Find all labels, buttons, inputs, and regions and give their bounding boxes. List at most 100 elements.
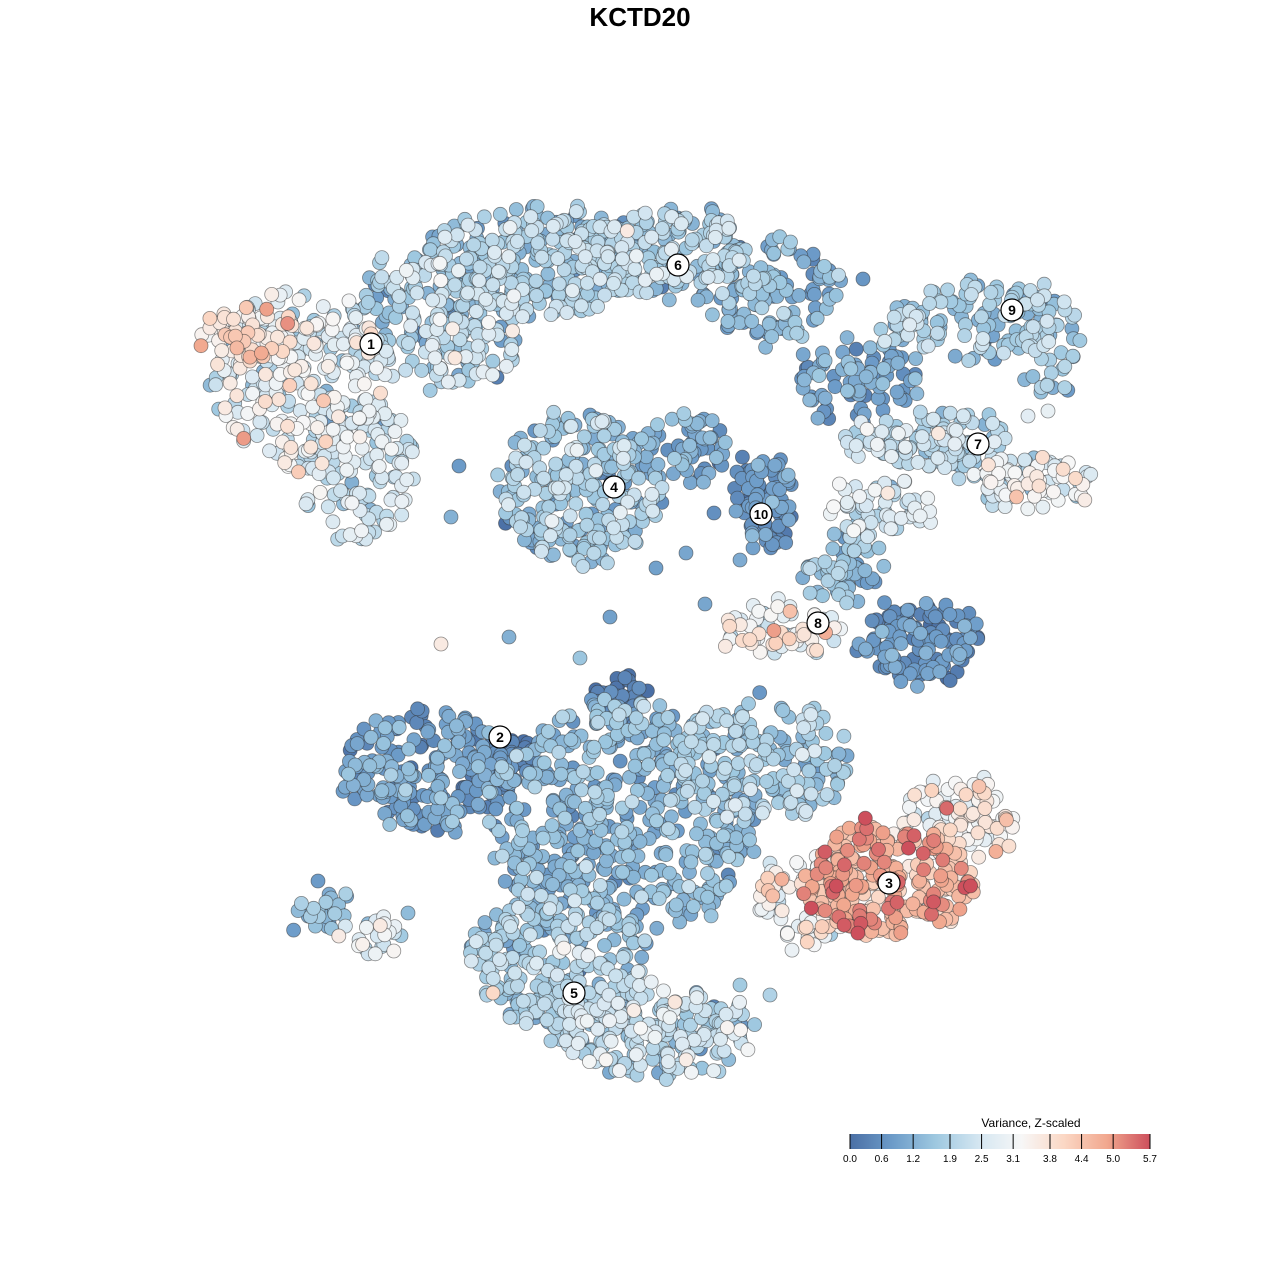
data-point [918, 596, 934, 611]
data-point [562, 541, 578, 557]
data-point [558, 467, 574, 483]
data-point [628, 1047, 644, 1063]
data-point [597, 938, 612, 953]
cluster-label-text: 2 [496, 729, 504, 745]
data-point [1017, 452, 1033, 468]
data-point [825, 541, 841, 557]
data-point [908, 351, 924, 367]
data-point [636, 698, 652, 714]
data-point [249, 428, 265, 443]
data-point [668, 897, 684, 913]
data-point [674, 216, 689, 232]
data-point [732, 994, 747, 1010]
data-point [529, 955, 544, 971]
data-point [589, 895, 605, 911]
data-point [608, 968, 624, 984]
data-point [394, 507, 410, 523]
data-point [606, 520, 621, 536]
data-point [817, 554, 833, 570]
data-point [689, 990, 705, 1006]
data-point [644, 229, 660, 245]
data-point [933, 868, 949, 884]
data-point [363, 729, 379, 745]
data-point [567, 234, 583, 250]
data-point [352, 429, 368, 445]
data-point [876, 361, 892, 377]
data-point [735, 449, 750, 465]
data-point [565, 283, 580, 299]
data-point [485, 353, 501, 369]
data-point [706, 505, 722, 521]
data-point [355, 937, 371, 952]
data-point [760, 870, 776, 886]
data-point [930, 325, 945, 341]
data-point [612, 1063, 627, 1078]
data-point [1030, 292, 1045, 308]
data-point [534, 249, 550, 265]
data-point [883, 521, 899, 537]
data-point [310, 873, 326, 889]
data-point [470, 796, 486, 812]
data-point [545, 231, 561, 247]
data-point [543, 307, 559, 323]
data-point [374, 783, 390, 799]
data-point [362, 758, 378, 774]
data-point [562, 508, 578, 524]
data-point [344, 495, 360, 511]
data-point [947, 436, 963, 452]
data-point [816, 258, 832, 274]
data-point [601, 912, 617, 928]
data-point [778, 535, 794, 551]
data-point [695, 711, 710, 727]
data-point [437, 229, 453, 245]
data-point [689, 826, 704, 842]
data-point [502, 220, 518, 235]
data-point [766, 245, 782, 261]
data-point [819, 787, 835, 802]
data-point [373, 385, 388, 401]
data-point [855, 271, 871, 287]
data-point [848, 878, 864, 893]
data-point [303, 439, 319, 455]
data-point [828, 878, 844, 894]
data-point [582, 1054, 597, 1069]
cluster-label-text: 7 [974, 436, 982, 452]
data-point [543, 1033, 559, 1049]
data-point [996, 345, 1011, 361]
data-point [641, 757, 656, 773]
data-point [451, 263, 466, 279]
data-point [874, 624, 890, 639]
data-point [600, 249, 616, 265]
data-point [755, 805, 770, 821]
data-point [600, 840, 615, 856]
data-point [839, 495, 855, 510]
data-point [314, 455, 330, 471]
data-point [634, 949, 650, 965]
data-point [809, 642, 824, 658]
data-point [432, 312, 448, 327]
data-point [497, 874, 513, 889]
data-point [602, 609, 618, 625]
data-point [1072, 333, 1088, 348]
data-point [644, 867, 659, 883]
data-point [404, 444, 420, 460]
data-point [721, 849, 737, 864]
cluster-label-2: 2 [488, 725, 512, 749]
data-point [802, 392, 818, 408]
data-point [988, 844, 1004, 859]
data-point [840, 383, 855, 399]
data-point [698, 846, 713, 862]
data-point [398, 362, 414, 378]
data-point [780, 926, 795, 941]
cluster-label-5: 5 [562, 981, 586, 1005]
cluster-label-text: 6 [674, 257, 682, 273]
data-point [468, 934, 484, 949]
data-point [540, 724, 556, 739]
data-point [733, 1022, 748, 1038]
data-point [575, 764, 591, 780]
data-point [717, 434, 733, 450]
data-point [541, 499, 557, 515]
data-point [257, 394, 273, 409]
data-point [858, 369, 874, 385]
